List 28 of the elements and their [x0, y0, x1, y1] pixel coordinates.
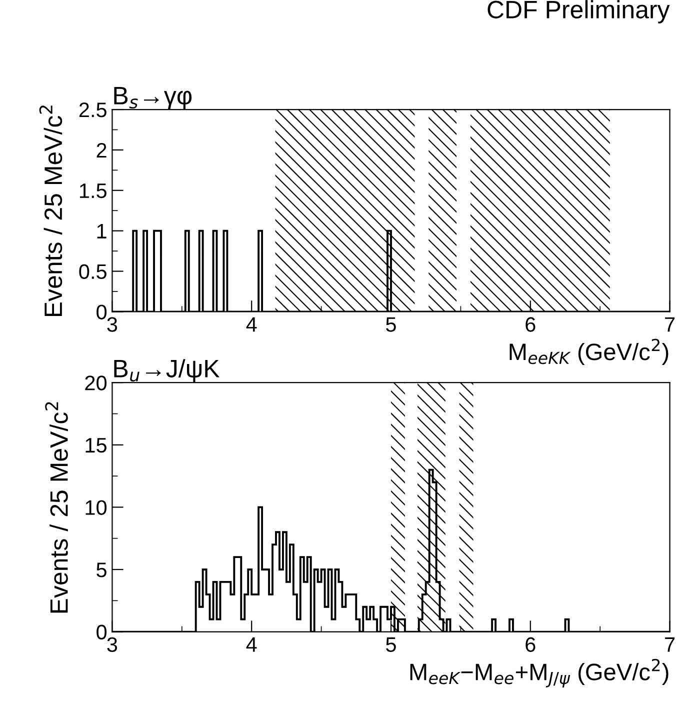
x-tick-label: 4 — [246, 637, 257, 652]
y-tick-label: 1 — [97, 224, 106, 238]
text: M$_{eeK}$−M$_{ee}$+M$_{J/ψ}$ (GeV/c$^{2}$) — [410, 658, 668, 688]
x-tick-label: 6 — [526, 317, 536, 332]
y-tick-label: 5 — [96, 562, 106, 578]
x-tick-label: 3 — [107, 637, 118, 652]
x-tick-label: 4 — [246, 317, 257, 332]
y-tick-label: 2 — [96, 142, 106, 158]
y-tick-label: 10 — [86, 500, 107, 515]
x-tick-label: 5 — [386, 317, 396, 332]
y-axis-title: Events / 25 MeV/c$^{2}$ — [45, 402, 68, 613]
y-tick-label: 1.5 — [80, 184, 106, 198]
x-tick-label: 7 — [665, 317, 675, 332]
x-tick-label: 5 — [386, 637, 396, 652]
y-tick-label: 0 — [96, 624, 107, 640]
y-tick-label: 0 — [96, 304, 107, 320]
y-tick-label: 2.5 — [79, 102, 106, 118]
y-tick-label: 15 — [86, 438, 106, 453]
y-tick-label: 0.5 — [79, 264, 106, 280]
x-tick-label: 6 — [526, 637, 536, 652]
chart-title: B$_{u}$→J/ψK — [114, 359, 220, 382]
y-axis-title: Events / 25 MeV/c$^{2}$ — [39, 106, 62, 316]
chart-title: B$_{s}$→γφ — [114, 87, 192, 110]
text: CDF Preliminary — [488, 0, 670, 24]
x-tick-label: 7 — [665, 637, 675, 652]
x-axis-title: M$_{eeKK}$ (GeV/c$^{2}$) — [510, 338, 668, 365]
y-tick-label: 20 — [85, 376, 107, 390]
x-tick-label: 3 — [107, 317, 118, 332]
